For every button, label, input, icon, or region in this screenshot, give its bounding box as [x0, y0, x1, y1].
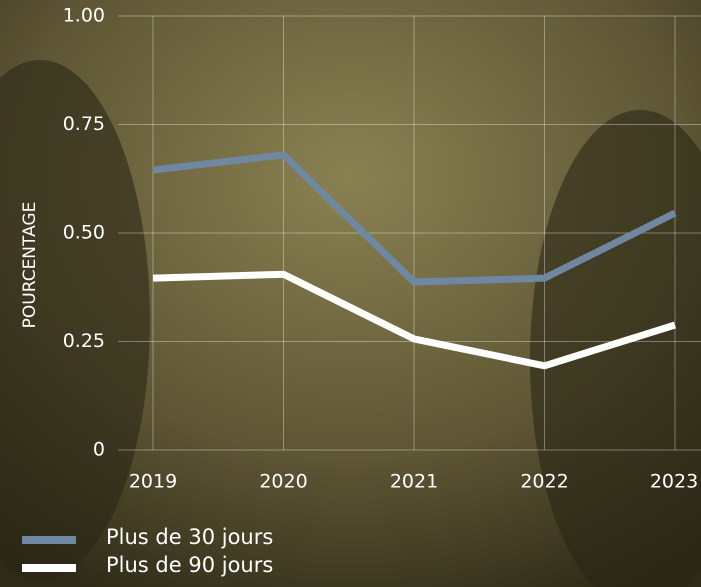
x-tick-label: 2022: [520, 471, 568, 493]
y-tick-label: 0.50: [63, 222, 105, 244]
legend-label: Plus de 90 jours: [106, 553, 273, 577]
chart: POURCENTAGE 0 0.25 0.50 0.75 1.00 2019 2020 202…: [0, 0, 701, 587]
y-tick-label: 0.75: [63, 113, 105, 135]
x-tick-label: 2019: [129, 471, 177, 493]
legend-label: Plus de 30 jours: [106, 525, 273, 549]
x-tick-label: 2020: [259, 471, 307, 493]
x-tick-label: 2021: [390, 471, 438, 493]
y-tick-label: 1.00: [63, 5, 105, 27]
y-tick-label: 0: [93, 439, 105, 461]
y-tick-label: 0.25: [63, 330, 105, 352]
y-axis-label: POURCENTAGE: [20, 202, 40, 329]
x-tick-label: 2023: [650, 471, 698, 493]
